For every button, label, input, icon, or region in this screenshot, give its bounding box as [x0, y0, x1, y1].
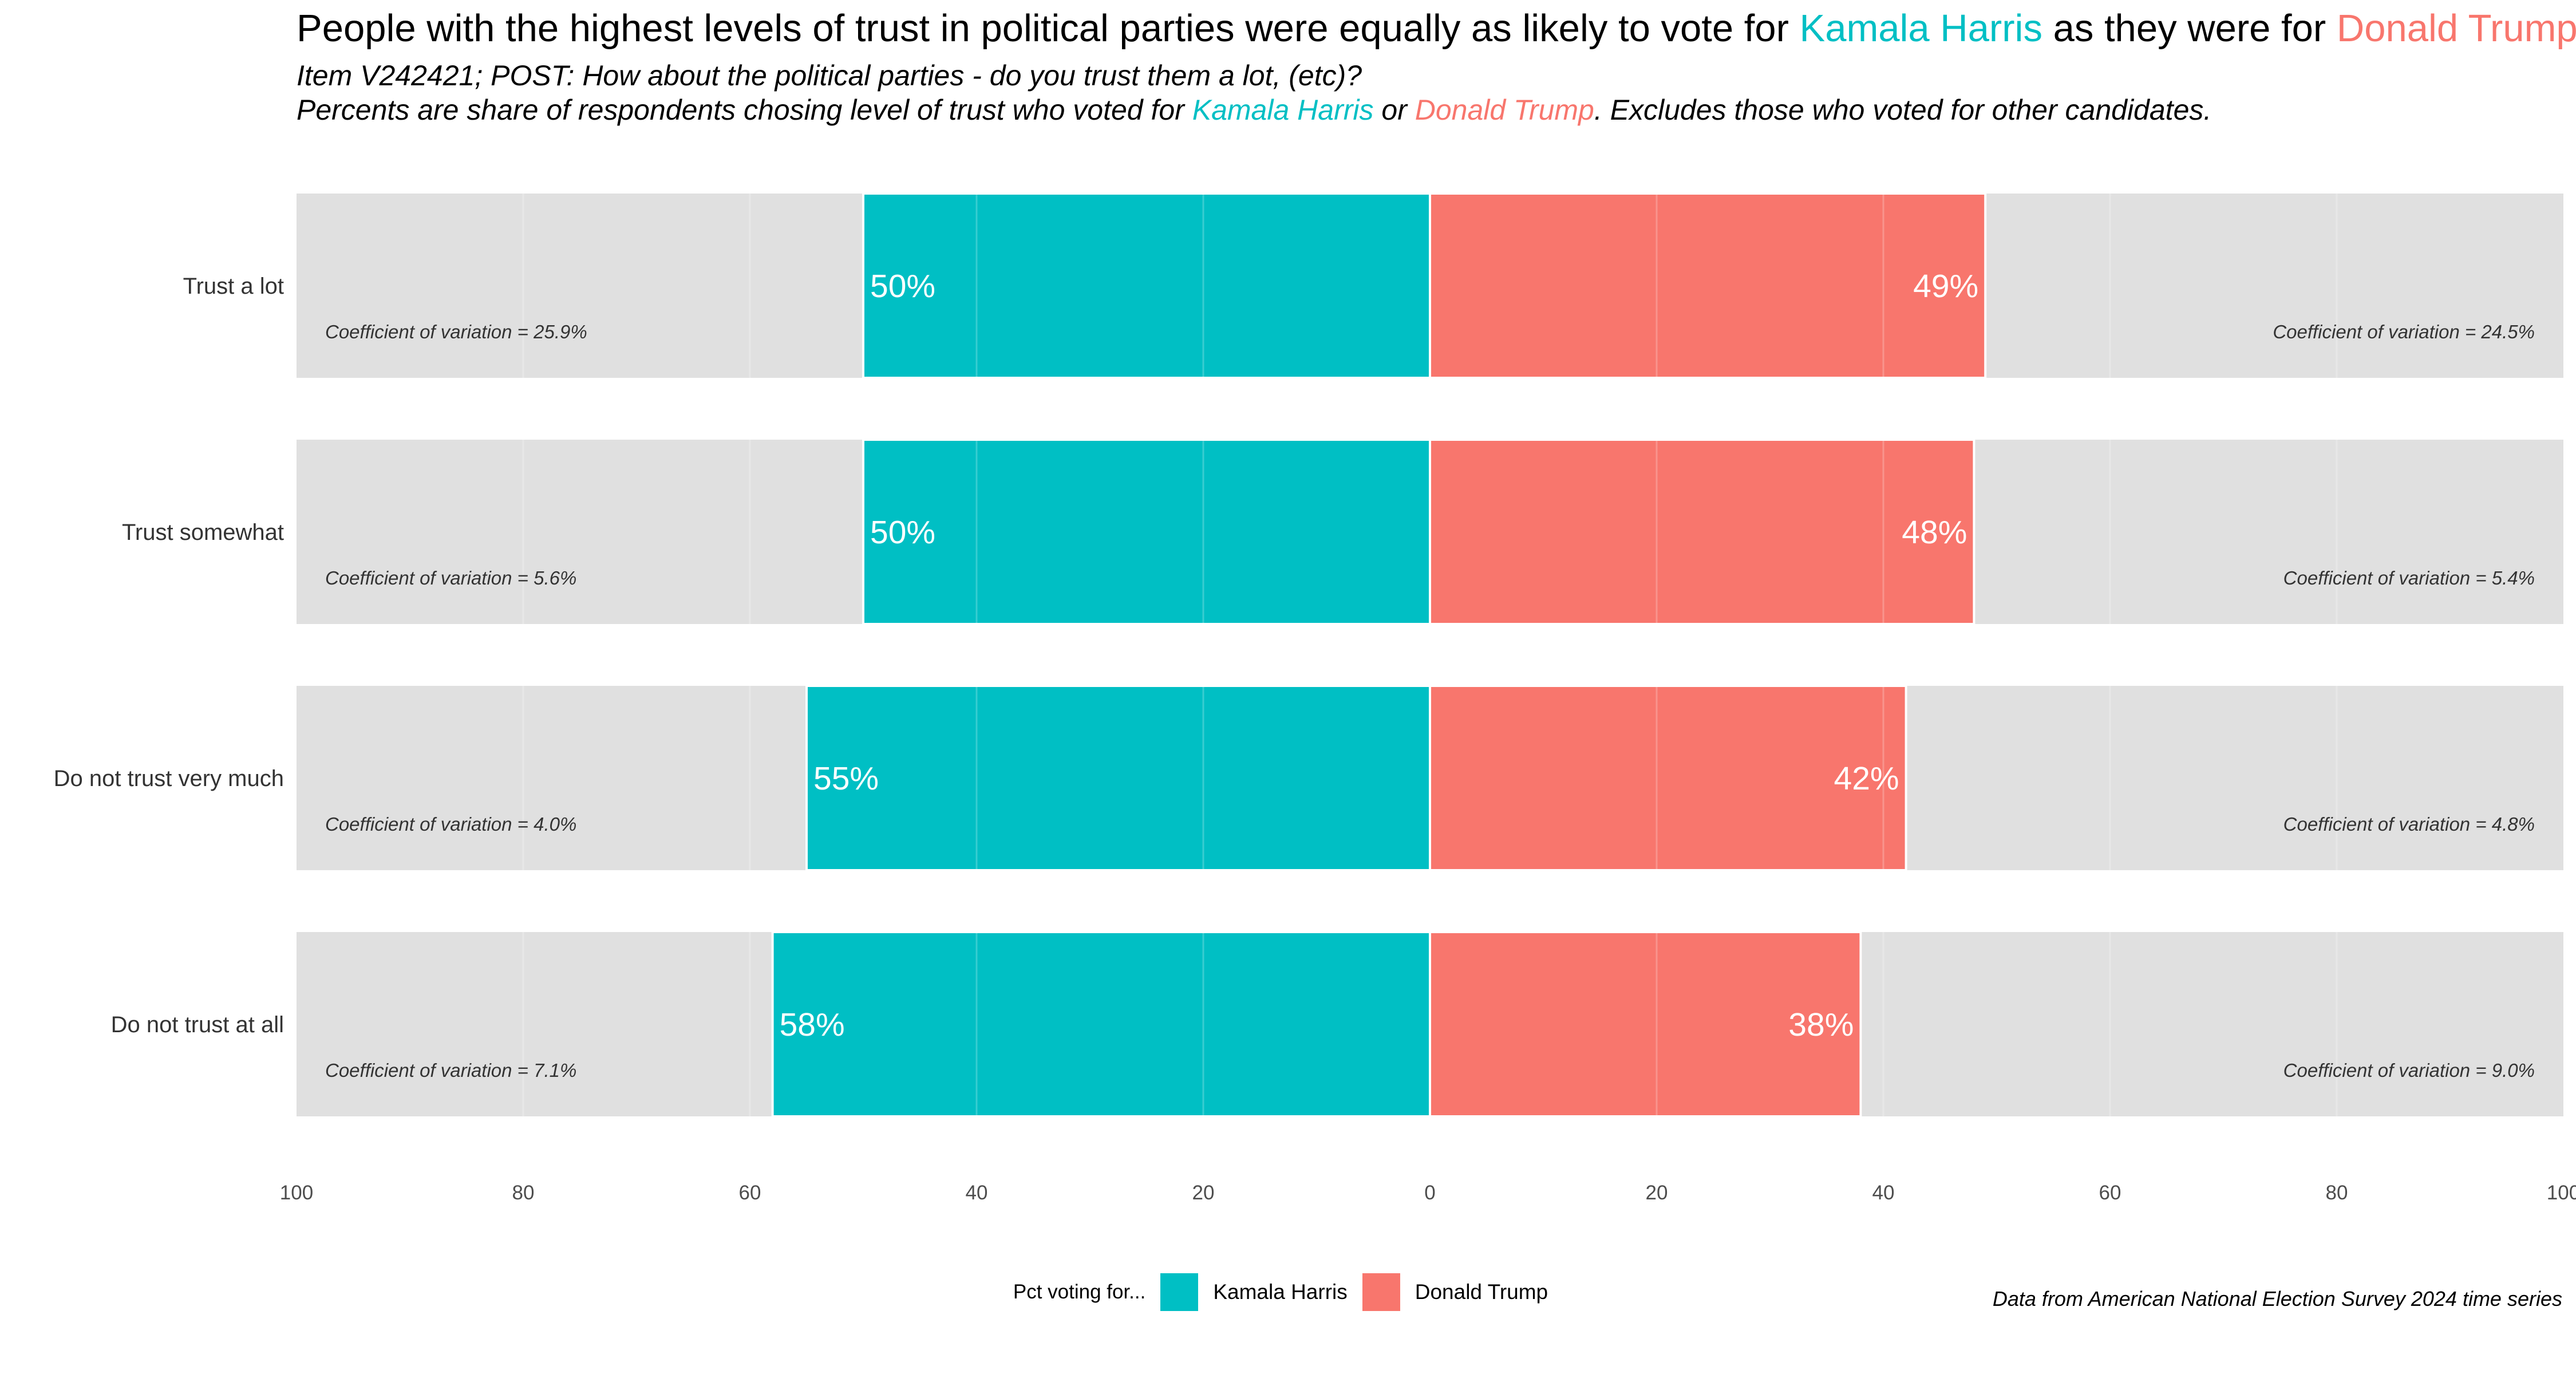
category-label: Do not trust at all: [111, 1012, 284, 1037]
data-label-trump: 38%: [1788, 1006, 1854, 1043]
x-tick-label: 40: [1872, 1182, 1895, 1204]
data-label-trump: 42%: [1834, 760, 1899, 797]
x-tick-label: 80: [2326, 1182, 2348, 1204]
chart-title: People with the highest levels of trust …: [297, 3, 2576, 54]
x-tick-label: 60: [739, 1182, 761, 1204]
title-text: People with the highest levels of trust …: [297, 7, 1800, 50]
bar-trump: [1429, 192, 1987, 379]
x-tick-label: 60: [2099, 1182, 2121, 1204]
x-tick-label: 80: [512, 1182, 535, 1204]
x-tick-label: 100: [280, 1182, 313, 1204]
subtitle-trump-name: Donald Trump: [1415, 94, 1594, 126]
bar-trump: [1429, 685, 1907, 871]
legend-key-trump: [1362, 1273, 1400, 1311]
data-label-harris: 50%: [870, 514, 935, 551]
legend-label-trump: Donald Trump: [1415, 1280, 1548, 1304]
x-tick-label: 20: [1646, 1182, 1668, 1204]
bar-trump: [1429, 931, 1862, 1118]
bar-trump: [1429, 439, 1976, 625]
chart-legend: Pct voting for... Kamala Harris Donald T…: [0, 1272, 2576, 1312]
cv-annotation-harris: Coefficient of variation = 25.9%: [325, 321, 587, 342]
cv-annotation-harris: Coefficient of variation = 4.0%: [325, 814, 576, 835]
data-source-caption: Data from American National Election Sur…: [1992, 1287, 2562, 1310]
x-tick-label: 40: [966, 1182, 988, 1204]
legend-title: Pct voting for...: [1013, 1281, 1146, 1303]
subtitle-end-text: . Excludes those who voted for other can…: [1594, 94, 2212, 126]
category-label: Do not trust very much: [54, 766, 284, 791]
bar-harris: [805, 685, 1431, 871]
title-mid-text: as they were for: [2042, 7, 2337, 50]
bar-harris: [862, 192, 1431, 379]
subtitle-harris-name: Kamala Harris: [1192, 94, 1374, 126]
subtitle-text: Percents are share of respondents chosin…: [297, 94, 1192, 126]
cv-annotation-trump: Coefficient of variation = 24.5%: [2273, 321, 2535, 342]
category-label: Trust a lot: [183, 274, 284, 299]
cv-annotation-trump: Coefficient of variation = 4.8%: [2283, 814, 2535, 835]
data-label-harris: 58%: [780, 1006, 845, 1043]
x-tick-label: 0: [1424, 1182, 1435, 1204]
diverging-bar-chart: Trust a lot 50% 49% Coefficient of variatio…: [54, 192, 2576, 1204]
data-label-harris: 55%: [813, 760, 879, 797]
cv-annotation-harris: Coefficient of variation = 5.6%: [325, 567, 576, 589]
cv-annotation-harris: Coefficient of variation = 7.1%: [325, 1060, 576, 1081]
legend-label-harris: Kamala Harris: [1213, 1280, 1348, 1304]
title-trump-name: Donald Trump: [2336, 7, 2576, 50]
chart-subtitle-note: Percents are share of respondents chosin…: [297, 92, 2211, 128]
cv-annotation-trump: Coefficient of variation = 5.4%: [2283, 567, 2535, 589]
x-tick-label: 20: [1192, 1182, 1215, 1204]
title-harris-name: Kamala Harris: [1799, 7, 2042, 50]
bar-harris: [862, 439, 1431, 625]
data-label-trump: 48%: [1902, 514, 1967, 551]
chart-subtitle-item: Item V242421; POST: How about the politi…: [297, 60, 1362, 92]
data-label-harris: 50%: [870, 268, 935, 305]
subtitle-mid-text: or: [1373, 94, 1415, 126]
category-label: Trust somewhat: [122, 520, 284, 545]
legend-key-harris: [1160, 1273, 1199, 1311]
x-tick-label: 100: [2547, 1182, 2576, 1204]
cv-annotation-trump: Coefficient of variation = 9.0%: [2283, 1060, 2535, 1081]
data-label-trump: 49%: [1913, 268, 1978, 305]
bar-harris: [771, 931, 1431, 1118]
